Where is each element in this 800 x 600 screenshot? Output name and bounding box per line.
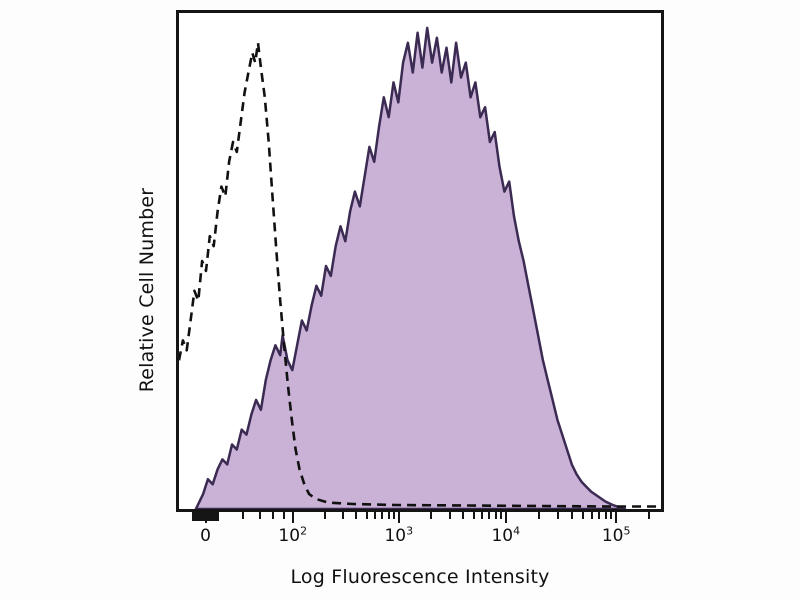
minor-tick [355, 512, 358, 519]
minor-tick [648, 512, 651, 519]
minor-tick [610, 512, 613, 519]
minor-tick [381, 512, 384, 519]
tick-label: 102 [278, 524, 308, 546]
minor-tick [472, 512, 475, 519]
minor-tick [590, 512, 593, 519]
minor-tick [499, 512, 502, 519]
tick-label: 104 [491, 524, 521, 546]
minor-tick [488, 512, 491, 519]
minor-tick [581, 512, 584, 519]
minor-tick [430, 512, 433, 519]
minor-tick [387, 512, 390, 519]
major-tick [504, 512, 507, 523]
stained-sample-curve [194, 26, 627, 509]
minor-tick [374, 512, 377, 519]
minor-tick [494, 512, 497, 519]
minor-tick [365, 512, 368, 519]
minor-tick [448, 512, 451, 519]
y-axis-title: Relative Cell Number [136, 187, 158, 393]
minor-tick [283, 512, 286, 519]
tick-label: 0 [200, 526, 211, 546]
x-axis-ticks: 0 102 103 104 105 [0, 512, 800, 564]
minor-tick [323, 512, 326, 519]
minor-tick [557, 512, 560, 519]
major-tick [397, 512, 400, 523]
minor-tick [342, 512, 345, 519]
major-tick [204, 512, 207, 523]
plot-area [176, 10, 664, 512]
minor-tick [258, 512, 261, 519]
minor-tick [392, 512, 395, 519]
minor-tick [604, 512, 607, 519]
tick-label: 105 [601, 524, 631, 546]
minor-tick [272, 512, 275, 519]
major-tick [615, 512, 618, 523]
histogram-svg [179, 26, 661, 509]
minor-tick [481, 512, 484, 519]
minor-tick [241, 512, 244, 519]
x-axis-title: Log Fluorescence Intensity [290, 566, 550, 588]
minor-tick [597, 512, 600, 519]
minor-tick [538, 512, 541, 519]
minor-tick [462, 512, 465, 519]
minor-tick [571, 512, 574, 519]
major-tick [291, 512, 294, 523]
isotype-control-curve [179, 41, 661, 508]
tick-label: 103 [384, 524, 414, 546]
